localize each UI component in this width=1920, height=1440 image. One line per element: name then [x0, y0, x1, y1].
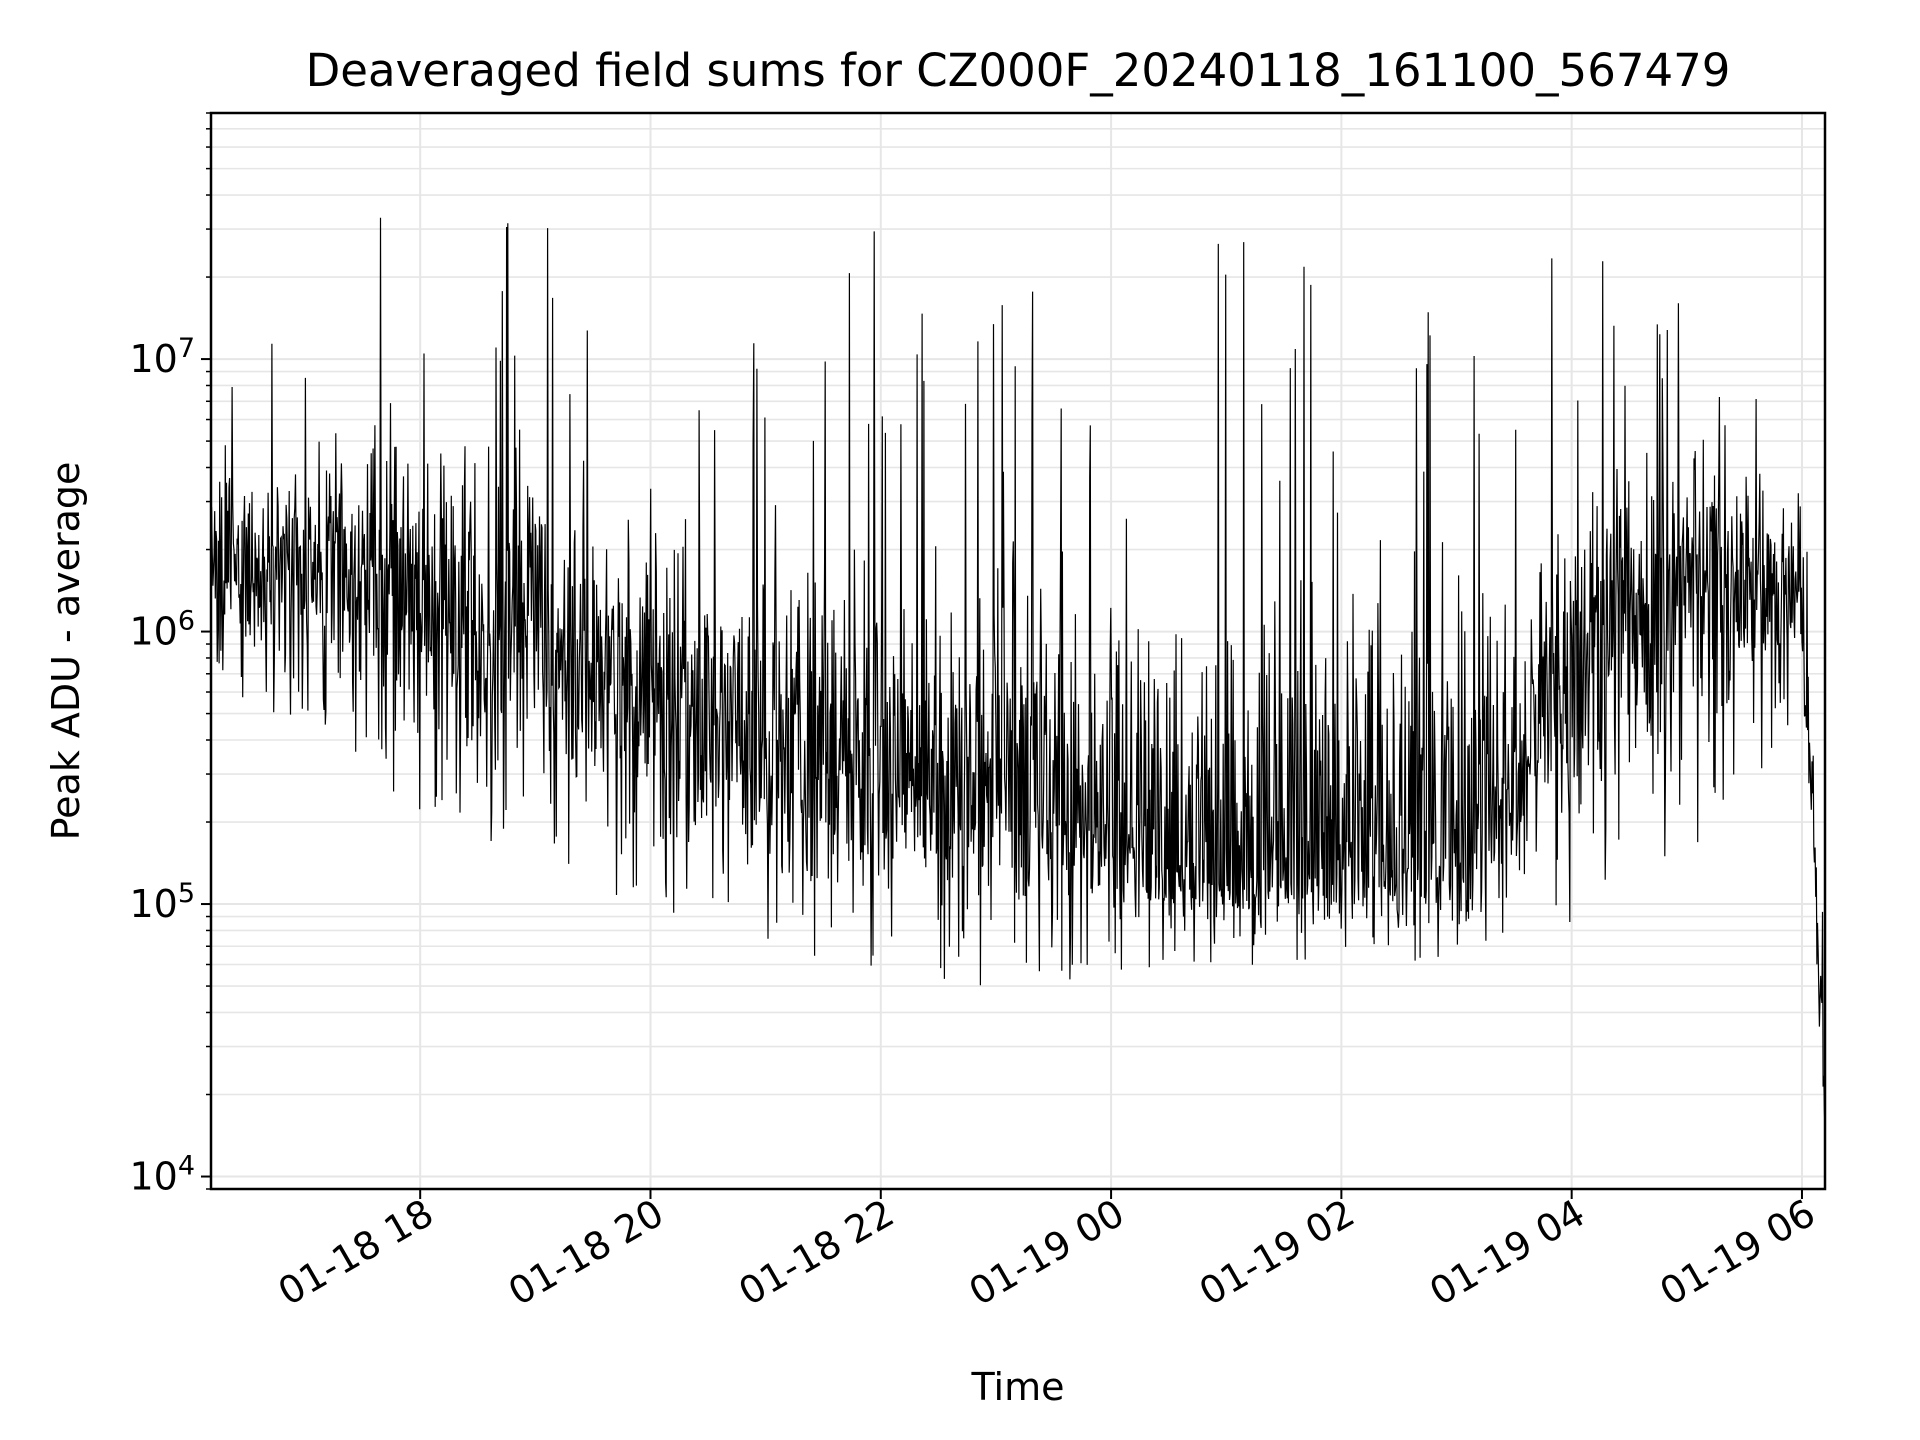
y-axis: 104 105 106 107 — [129, 112, 211, 1199]
y-tick-label: 106 — [129, 606, 195, 654]
y-tick-label: 104 — [129, 1151, 195, 1199]
x-axis-label: Time — [971, 1365, 1065, 1409]
series-layer — [210, 217, 1826, 1130]
series-line — [210, 217, 1826, 1130]
chart-title: Deaveraged field sums for CZ000F_2024011… — [306, 44, 1731, 97]
y-tick-label: 107 — [129, 333, 195, 381]
plot-frame — [209, 111, 1827, 1191]
y-axis-label: Peak ADU - average — [44, 462, 88, 841]
y-tick-label: 105 — [129, 878, 195, 926]
